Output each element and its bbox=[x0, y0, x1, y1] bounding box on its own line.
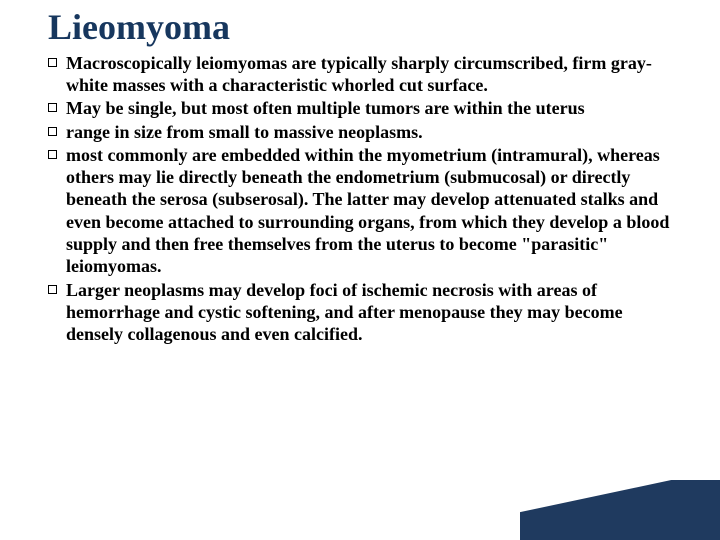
list-item: Macroscopically leiomyomas are typically… bbox=[48, 52, 672, 97]
slide-title: Lieomyoma bbox=[48, 8, 672, 48]
corner-decoration bbox=[520, 480, 720, 540]
list-item: most commonly are embedded within the my… bbox=[48, 144, 672, 278]
slide: Lieomyoma Macroscopically leiomyomas are… bbox=[0, 0, 720, 540]
corner-light bbox=[520, 497, 720, 540]
list-item: range in size from small to massive neop… bbox=[48, 121, 672, 143]
corner-dark bbox=[520, 480, 720, 540]
bullet-list: Macroscopically leiomyomas are typically… bbox=[48, 52, 672, 346]
list-item: May be single, but most often multiple t… bbox=[48, 97, 672, 119]
list-item: Larger neoplasms may develop foci of isc… bbox=[48, 279, 672, 346]
